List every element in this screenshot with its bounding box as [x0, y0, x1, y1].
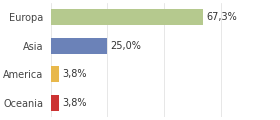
Bar — [51, 95, 59, 111]
Text: 3,8%: 3,8% — [63, 69, 87, 79]
Text: 67,3%: 67,3% — [207, 12, 237, 22]
Text: 25,0%: 25,0% — [111, 41, 142, 51]
Bar — [51, 9, 203, 25]
Bar — [51, 38, 107, 54]
Text: 3,8%: 3,8% — [63, 98, 87, 108]
Bar — [51, 66, 59, 82]
